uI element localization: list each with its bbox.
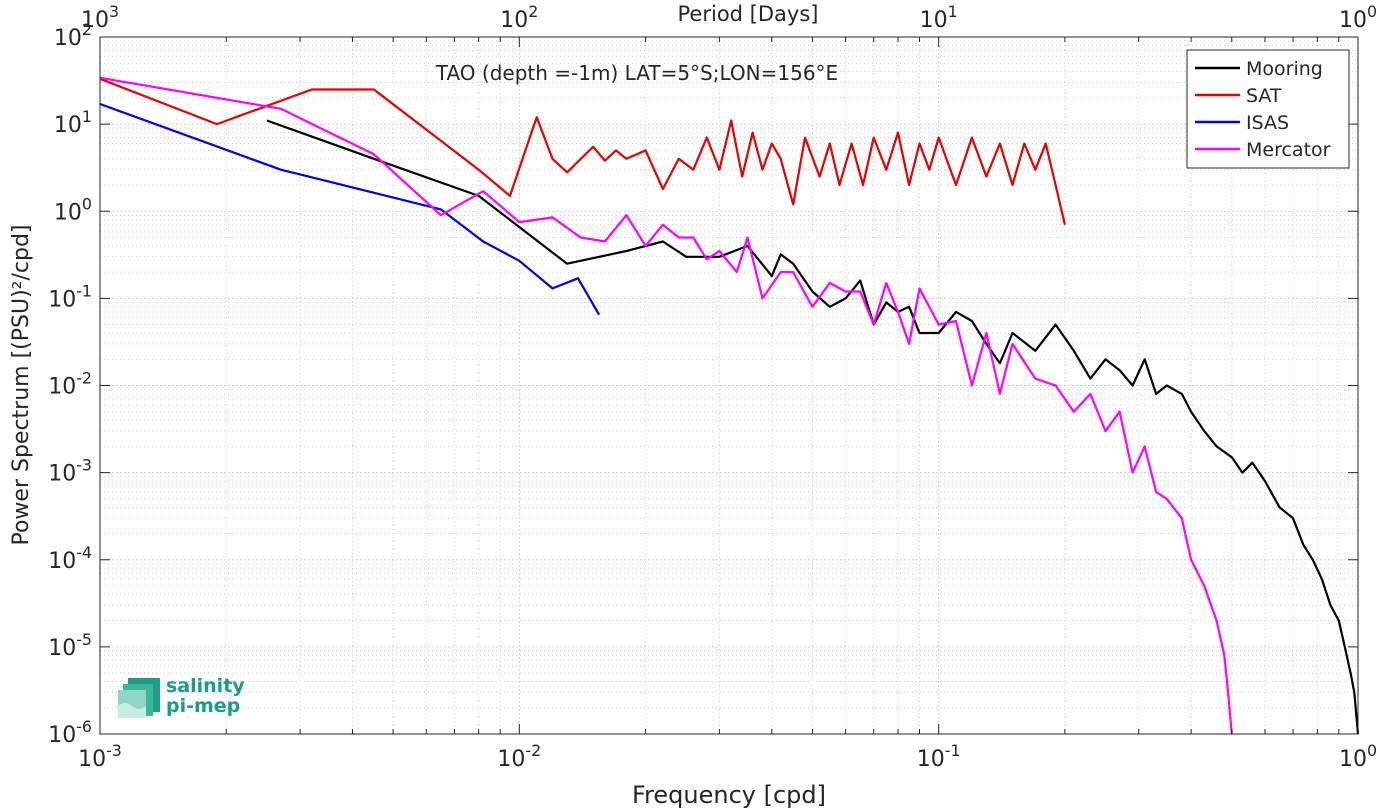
logo-text-salinity: salinity: [166, 675, 245, 697]
chart-title: TAO (depth =-1m) LAT=5°S;LON=156°E: [435, 61, 838, 85]
top-tick-label: 100: [1339, 2, 1377, 33]
grid-lines: [99, 37, 1358, 735]
axis-ticks: [99, 36, 1359, 735]
x-axis-label: Frequency [cpd]: [632, 781, 826, 809]
legend-label-isas: ISAS: [1246, 112, 1289, 134]
x-tick-label: 10-1: [917, 741, 961, 772]
x-tick-label: 10-3: [78, 741, 122, 772]
y-tick-label: 101: [54, 107, 92, 138]
y-tick-label: 10-6: [48, 717, 92, 748]
y-tick-label: 100: [54, 194, 92, 225]
salinity-pi-mep-logo: salinity pi-mep: [118, 675, 245, 718]
y-tick-label: 10-3: [48, 456, 92, 487]
y-tick-label: 10-1: [48, 281, 92, 312]
top-tick-label: 101: [920, 2, 958, 33]
series-line-mercator: [99, 76, 1233, 735]
y-tick-label: 10-2: [48, 369, 92, 400]
legend-label-sat: SAT: [1246, 85, 1282, 107]
series-line-sat: [99, 77, 1066, 225]
legend: Mooring SAT ISAS Mercator: [1186, 49, 1350, 169]
legend-label-mooring: Mooring: [1246, 58, 1323, 80]
top-axis-label: Period [Days]: [678, 2, 819, 26]
x-tick-label: 10-2: [497, 741, 541, 772]
y-tick-label: 10-4: [48, 543, 92, 574]
y-tick-label: 102: [54, 20, 92, 51]
y-tick-label: 10-5: [48, 630, 92, 661]
y-axis-label: Power Spectrum [(PSU)²/cpd]: [9, 224, 34, 545]
legend-label-mercator: Mercator: [1246, 139, 1331, 161]
top-tick-label: 102: [500, 2, 538, 33]
series-line-isas: [99, 102, 601, 316]
x-tick-label: 100: [1339, 741, 1377, 772]
top-tick-label: 103: [81, 2, 119, 33]
series-line-mooring: [266, 119, 1360, 735]
logo-text-pi-mep: pi-mep: [166, 695, 240, 717]
logo-mark: [118, 678, 160, 718]
series-lines: [99, 76, 1360, 735]
